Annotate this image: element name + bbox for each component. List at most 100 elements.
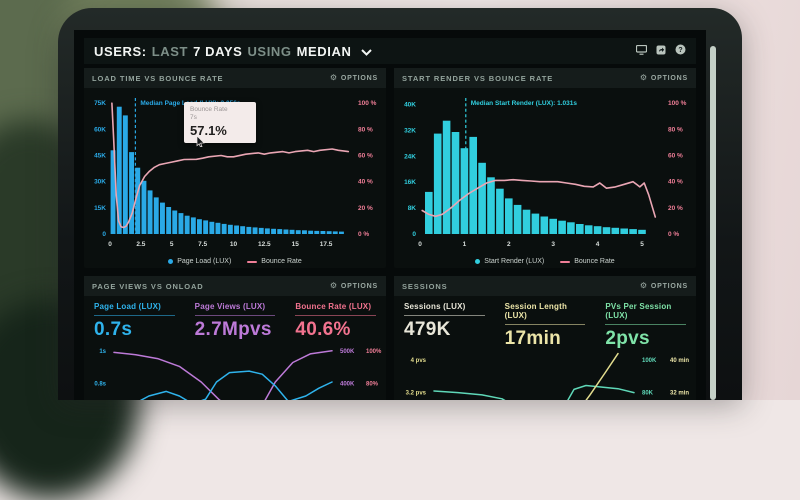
histogram-bar[interactable] xyxy=(576,224,584,234)
panel-page-views: PAGE VIEWS VS ONLOAD ⚙ OPTIONS Page Load… xyxy=(84,276,386,400)
y-axis-tick-right: 400K xyxy=(340,382,355,388)
histogram-bar[interactable] xyxy=(638,230,646,234)
histogram-bar[interactable] xyxy=(234,226,239,235)
metric-pvs-per-session: PVs Per Session (LUX) 2pvs xyxy=(595,300,696,350)
histogram-bar[interactable] xyxy=(222,224,227,234)
histogram-bar[interactable] xyxy=(629,229,637,234)
histogram-bar[interactable] xyxy=(142,181,147,234)
laptop-bezel: USERS: LAST 7 DAYS USING MEDIAN xyxy=(58,8,742,400)
y-axis-tick-left: 24K xyxy=(404,153,416,160)
histogram-bar[interactable] xyxy=(216,223,221,234)
y-axis-tick-left: 75K xyxy=(94,100,106,107)
x-axis-tick: 5 xyxy=(170,241,174,248)
histogram-bar[interactable] xyxy=(166,207,171,234)
histogram-bar[interactable] xyxy=(452,132,460,234)
dashboard-header: USERS: LAST 7 DAYS USING MEDIAN xyxy=(84,38,696,64)
help-icon[interactable]: ? xyxy=(675,42,686,60)
y-axis-tick-right: 60 % xyxy=(358,153,373,160)
histogram-bar[interactable] xyxy=(290,230,295,234)
histogram-bar[interactable] xyxy=(469,137,477,234)
y-axis-tick-left: 30K xyxy=(94,179,106,186)
x-axis-tick: 0 xyxy=(108,241,112,248)
histogram-bar[interactable] xyxy=(277,229,282,234)
metric-page-views: Page Views (LUX) 2.7Mpvs xyxy=(185,300,286,341)
gear-icon: ⚙ xyxy=(330,74,338,82)
metric-sessions: Sessions (LUX) 479K xyxy=(394,300,495,350)
histogram-bar[interactable] xyxy=(594,226,602,234)
histogram-bar[interactable] xyxy=(314,231,319,234)
histogram-bar[interactable] xyxy=(240,226,245,234)
histogram-bar[interactable] xyxy=(603,227,611,234)
histogram-bar[interactable] xyxy=(284,230,289,235)
histogram-bar[interactable] xyxy=(567,222,575,234)
options-button[interactable]: ⚙ OPTIONS xyxy=(640,282,688,290)
histogram-bar[interactable] xyxy=(308,231,313,234)
histogram-bar[interactable] xyxy=(148,190,153,234)
histogram-bar[interactable] xyxy=(478,163,486,234)
histogram-bar[interactable] xyxy=(197,219,202,234)
x-axis-tick: 2.5 xyxy=(136,241,145,248)
gear-icon: ⚙ xyxy=(330,282,338,290)
options-button[interactable]: ⚙ OPTIONS xyxy=(330,282,378,290)
histogram-bar[interactable] xyxy=(296,230,301,234)
scrollbar[interactable] xyxy=(710,46,716,400)
panel-title: PAGE VIEWS VS ONLOAD xyxy=(92,282,204,291)
histogram-bar[interactable] xyxy=(191,217,196,234)
page-title[interactable]: USERS: LAST 7 DAYS USING MEDIAN xyxy=(94,44,372,59)
gear-icon: ⚙ xyxy=(640,74,648,82)
histogram-bar[interactable] xyxy=(160,203,165,234)
histogram-bar[interactable] xyxy=(265,228,270,234)
histogram-bar[interactable] xyxy=(585,225,593,234)
histogram-bar[interactable] xyxy=(179,213,184,234)
share-icon[interactable] xyxy=(656,42,666,60)
y-axis-tick-right-2: 32 min xyxy=(670,391,689,397)
options-button[interactable]: ⚙ OPTIONS xyxy=(330,74,378,82)
histogram-bar[interactable] xyxy=(327,231,332,234)
histogram-bar[interactable] xyxy=(271,229,276,234)
legend-line xyxy=(247,261,257,263)
chevron-down-icon[interactable] xyxy=(361,44,372,59)
histogram-bar[interactable] xyxy=(302,230,307,234)
histogram-bar[interactable] xyxy=(532,214,540,234)
histogram-bar[interactable] xyxy=(253,227,258,234)
histogram-bar[interactable] xyxy=(434,134,442,234)
y-axis-tick-left: 1s xyxy=(99,349,106,355)
histogram-bar[interactable] xyxy=(620,229,628,235)
histogram-bar[interactable] xyxy=(514,205,522,234)
histogram-bar[interactable] xyxy=(203,220,208,234)
histogram-bar[interactable] xyxy=(612,228,620,234)
histogram-bar[interactable] xyxy=(443,121,451,234)
y-axis-tick-right: 20 % xyxy=(668,205,683,212)
histogram-bar[interactable] xyxy=(172,211,177,235)
options-button[interactable]: ⚙ OPTIONS xyxy=(640,74,688,82)
histogram-bar[interactable] xyxy=(259,228,264,234)
histogram-bar[interactable] xyxy=(461,148,469,234)
histogram-bar[interactable] xyxy=(209,222,214,234)
histogram-bar[interactable] xyxy=(558,221,566,234)
histogram-bar[interactable] xyxy=(246,227,251,234)
histogram-bar[interactable] xyxy=(321,231,326,234)
display-icon[interactable] xyxy=(636,42,647,60)
histogram-bar[interactable] xyxy=(154,197,159,234)
histogram-bar[interactable] xyxy=(339,232,344,234)
y-axis-tick-right: 100 % xyxy=(668,100,687,107)
histogram-bar[interactable] xyxy=(228,225,233,234)
mouse-cursor-icon xyxy=(196,134,205,152)
histogram-bar[interactable] xyxy=(523,210,531,234)
histogram-bar[interactable] xyxy=(549,219,557,234)
histogram-bar[interactable] xyxy=(505,198,513,234)
trend-line xyxy=(550,354,618,400)
y-axis-tick-left: 3.2 pvs xyxy=(406,391,427,397)
histogram-bar[interactable] xyxy=(129,152,134,234)
y-axis-tick-left: 40K xyxy=(404,102,416,109)
histogram-bar[interactable] xyxy=(496,189,504,234)
histogram-bar[interactable] xyxy=(541,217,549,235)
histogram-bar[interactable] xyxy=(185,216,190,234)
histogram-bar[interactable] xyxy=(123,115,128,234)
histogram-bar[interactable] xyxy=(487,177,495,234)
histogram-bar[interactable] xyxy=(333,231,338,234)
